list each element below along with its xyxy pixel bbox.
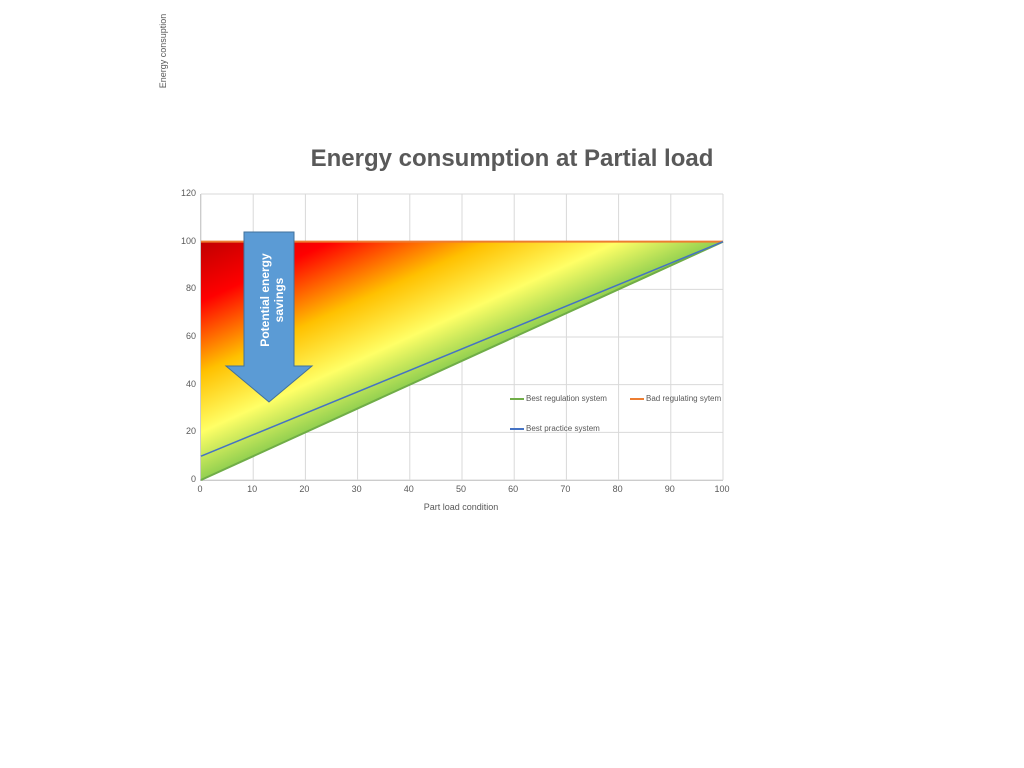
chart-title: Energy consumption at Partial load bbox=[0, 145, 1024, 173]
y-tick: 60 bbox=[174, 331, 196, 341]
x-axis-label: Part load condition bbox=[200, 502, 722, 512]
x-tick: 40 bbox=[399, 484, 419, 494]
y-tick: 20 bbox=[174, 426, 196, 436]
x-tick: 60 bbox=[503, 484, 523, 494]
y-tick: 80 bbox=[174, 283, 196, 293]
y-axis-label: Energy consuption bbox=[158, 0, 170, 194]
legend-swatch bbox=[510, 428, 524, 430]
x-tick: 100 bbox=[712, 484, 732, 494]
x-tick: 30 bbox=[347, 484, 367, 494]
legend-label: Best practice system bbox=[526, 424, 600, 433]
legend-swatch bbox=[510, 398, 524, 400]
y-tick: 120 bbox=[174, 188, 196, 198]
energy-chart: Energy consuption 0102030405060708090100… bbox=[200, 194, 840, 530]
legend-swatch bbox=[630, 398, 644, 400]
x-tick: 10 bbox=[242, 484, 262, 494]
y-tick: 40 bbox=[174, 379, 196, 389]
legend-item: Bad regulating sytem bbox=[630, 394, 721, 403]
x-tick: 0 bbox=[190, 484, 210, 494]
x-tick: 50 bbox=[451, 484, 471, 494]
x-tick: 70 bbox=[555, 484, 575, 494]
legend-label: Bad regulating sytem bbox=[646, 394, 721, 403]
legend-label: Best regulation system bbox=[526, 394, 607, 403]
y-tick: 0 bbox=[174, 474, 196, 484]
x-tick: 80 bbox=[608, 484, 628, 494]
annotation-arrow-label: Potential energy savings bbox=[258, 230, 286, 370]
y-tick: 100 bbox=[174, 236, 196, 246]
x-tick: 90 bbox=[660, 484, 680, 494]
legend-item: Best regulation system bbox=[510, 394, 607, 403]
legend-item: Best practice system bbox=[510, 424, 600, 433]
x-tick: 20 bbox=[294, 484, 314, 494]
